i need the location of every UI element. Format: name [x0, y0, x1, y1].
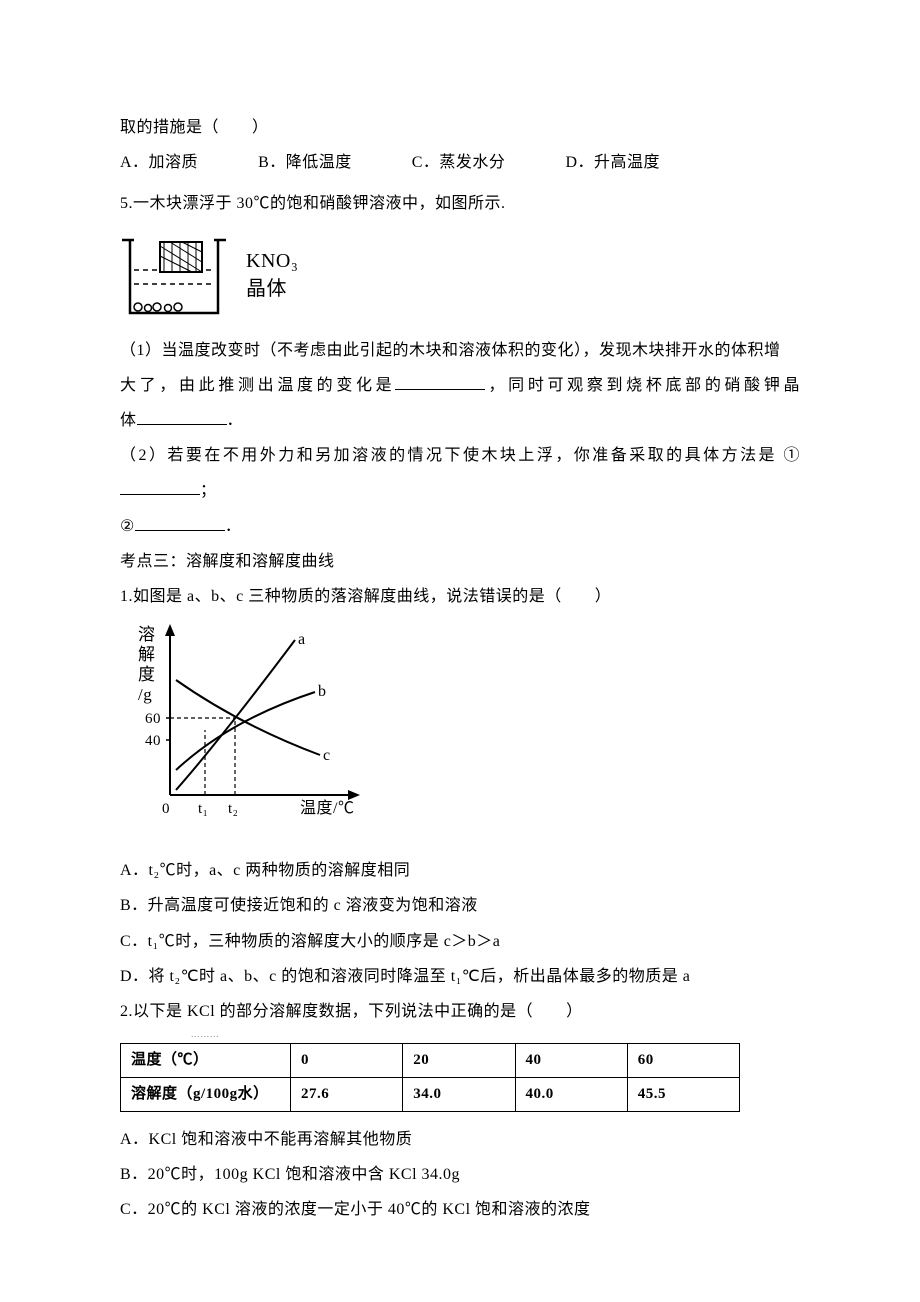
q5-p1d-row: 体． [120, 403, 800, 438]
table-v0: 27.6 [291, 1077, 403, 1111]
q5-p2a-row: （2）若要在不用外力和另加溶液的情况下使木块上浮，你准备采取的具体方法是 ① ； [120, 438, 800, 508]
q5-stem: 5.一木块漂浮于 30℃的饱和硝酸钾溶液中，如图所示. [120, 186, 800, 221]
ylabel-3: 度 [138, 665, 156, 684]
blank-4 [135, 515, 225, 531]
q5-diagram: KNO₃ 晶体 [120, 228, 800, 323]
q5-p2d: ． [225, 518, 242, 535]
q5-p1a: （1）当温度改变时（不考虑由此引起的木块和溶液体积的变化），发现木块排开水的体积… [120, 333, 800, 368]
beaker-label-2: 晶体 [246, 275, 298, 303]
q5-p2b: ； [200, 482, 217, 499]
curve-b-label: b [318, 683, 327, 700]
solubility-chart-svg: 溶 解 度 /g 60 40 0 t₁ t₂ 温度/℃ a b c [120, 620, 390, 830]
blank-3 [120, 479, 200, 495]
ylabel-2: 解 [138, 645, 156, 664]
ytick-60: 60 [145, 711, 161, 727]
beaker-svg [120, 228, 230, 323]
s3q2-stem: 2.以下是 KCl 的部分溶解度数据，下列说法中正确的是（ ） [120, 994, 800, 1029]
s3q1-chart: 溶 解 度 /g 60 40 0 t₁ t₂ 温度/℃ a b c [120, 620, 800, 843]
section3-title: 考点三：溶解度和溶解度曲线 [120, 544, 800, 579]
q5-p1d: 体 [120, 412, 137, 429]
s3q1-stem: 1.如图是 a、b、c 三种物质的落溶解度曲线，说法错误的是（ ） [120, 579, 800, 614]
q5-p2a: （2）若要在不用外力和另加溶液的情况下使木块上浮，你准备采取的具体方法是 ① [120, 447, 800, 464]
q5-p1e: ． [227, 412, 244, 429]
table-v2: 40.0 [515, 1077, 627, 1111]
s3q1-d: D．将 t₂℃时 a、b、c 的饱和溶液同时降温至 t₁℃后，析出晶体最多的物质… [120, 959, 800, 994]
s3q2-a: A．KCl 饱和溶液中不能再溶解其他物质 [120, 1122, 800, 1157]
table-c1: 20 [403, 1043, 515, 1077]
ylabel-1: 溶 [138, 625, 156, 644]
q5-p1c: ，同时可观察到烧杯底部的硝酸钾晶 [485, 377, 800, 394]
table-h1: 温度（℃） [121, 1043, 291, 1077]
q4-choice-c: C．蒸发水分 [412, 145, 506, 180]
q5-p1b: 大了，由此推测出温度的变化是 [120, 377, 395, 394]
ylabel-unit: /g [138, 685, 152, 704]
table-c2: 40 [515, 1043, 627, 1077]
blank-2 [137, 409, 227, 425]
curve-c-label: c [323, 747, 331, 764]
q4-choice-d: D．升高温度 [565, 145, 660, 180]
q5-p1b-row: 大了，由此推测出温度的变化是 ，同时可观察到烧杯底部的硝酸钾晶 [120, 368, 800, 403]
table-h2: 溶解度（g/100g水） [121, 1077, 291, 1111]
s3q1-a: A．t₂℃时，a、c 两种物质的溶解度相同 [120, 853, 800, 888]
table-c0: 0 [291, 1043, 403, 1077]
s3q1-c: C．t₁℃时，三种物质的溶解度大小的顺序是 c＞b＞a [120, 924, 800, 959]
s3q2-c: C．20℃的 KCl 溶液的浓度一定小于 40℃的 KCl 饱和溶液的浓度 [120, 1192, 800, 1227]
q4-choices: A．加溶质 B．降低温度 C．蒸发水分 D．升高温度 [120, 145, 800, 180]
blank-1 [395, 374, 485, 390]
table-v3: 45.5 [627, 1077, 739, 1111]
q4-stem-cont: 取的措施是（ ） [120, 110, 800, 145]
s3q2-table: 温度（℃） 0 20 40 60 溶解度（g/100g水） 27.6 34.0 … [120, 1043, 740, 1112]
beaker-label: KNO₃ 晶体 [246, 247, 298, 303]
xtick-t1: t₁ [198, 801, 208, 817]
xlabel: 温度/℃ [300, 799, 354, 817]
xtick-0: 0 [162, 801, 170, 817]
s3q2-b: B．20℃时，100g KCl 饱和溶液中含 KCl 34.0g [120, 1157, 800, 1192]
xtick-t2: t₂ [228, 801, 238, 817]
table-c3: 60 [627, 1043, 739, 1077]
q5-p2c: ② [120, 518, 135, 535]
q4-choice-a: A．加溶质 [120, 145, 198, 180]
beaker-label-1: KNO₃ [246, 247, 298, 275]
s3q1-b: B．升高温度可使接近饱和的 c 溶液变为饱和溶液 [120, 888, 800, 923]
q4-choice-b: B．降低温度 [258, 145, 352, 180]
table-v1: 34.0 [403, 1077, 515, 1111]
curve-a-label: a [298, 631, 306, 648]
ytick-40: 40 [145, 733, 161, 749]
q5-p2c-row: ②． [120, 509, 800, 544]
